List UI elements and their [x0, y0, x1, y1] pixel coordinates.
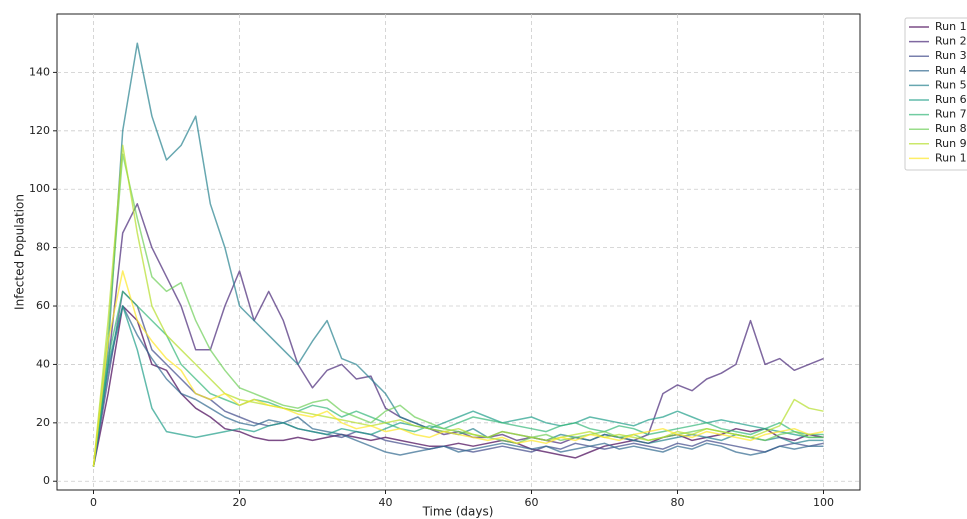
series-line — [92, 305, 824, 467]
x-tick-label: 20 — [233, 496, 247, 509]
x-tick-label: 80 — [671, 496, 685, 509]
y-tick-label: 120 — [29, 124, 50, 137]
series-line — [92, 153, 824, 467]
x-tick-label: 40 — [379, 496, 393, 509]
y-tick-label: 140 — [29, 65, 50, 78]
y-tick-label: 80 — [36, 241, 50, 254]
x-tick-label: 0 — [90, 496, 97, 509]
x-tick-label: 60 — [525, 496, 539, 509]
legend-label: Run 4 — [935, 64, 967, 77]
y-tick-label: 60 — [36, 299, 50, 312]
y-axis-label: Infected Population — [13, 194, 27, 310]
legend-label: Run 5 — [935, 78, 967, 91]
x-axis-label: Time (days) — [422, 505, 494, 519]
plot-frame — [56, 13, 861, 491]
x-tick-label: 100 — [813, 496, 834, 509]
legend-label: Run 8 — [935, 122, 967, 135]
legend-label: Run 6 — [935, 93, 967, 106]
series-line — [92, 144, 824, 467]
legend-label: Run 2 — [935, 35, 967, 48]
grid — [57, 14, 860, 490]
series-line — [92, 270, 824, 467]
y-tick-label: 100 — [29, 182, 50, 195]
series-line — [92, 290, 824, 467]
y-tick-label: 0 — [43, 474, 50, 487]
series-line — [92, 290, 824, 467]
legend-label: Run 1 — [935, 20, 967, 33]
series-line — [92, 305, 824, 467]
legend-label: Run 7 — [935, 108, 967, 121]
legend-label: Run 9 — [935, 137, 967, 150]
y-tick-label: 20 — [36, 416, 50, 429]
legend-label: Run 3 — [935, 49, 967, 62]
y-tick-label: 40 — [36, 357, 50, 370]
legend-label: Run 10 — [935, 151, 967, 164]
series-line — [92, 305, 824, 467]
